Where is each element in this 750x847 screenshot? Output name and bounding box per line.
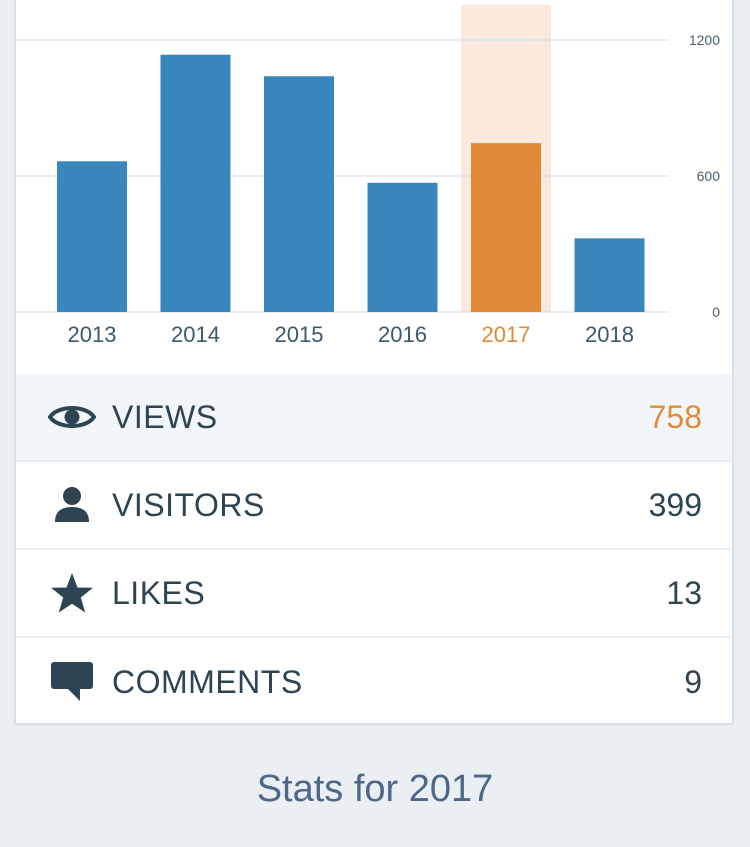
person-icon bbox=[46, 479, 98, 531]
stat-row-views[interactable]: VIEWS 758 bbox=[16, 374, 732, 462]
bar-chart-svg[interactable]: 0 600 1200 2013 2014 2015 2016 2017 2018 bbox=[16, 0, 732, 374]
x-tick-label-2018: 2018 bbox=[585, 322, 634, 347]
comments-value: 9 bbox=[684, 663, 702, 700]
stats-list: VIEWS 758 VISITORS 399 LIKES 13 bbox=[16, 374, 732, 726]
x-tick-label-2017: 2017 bbox=[482, 322, 531, 347]
x-tick-label-2014: 2014 bbox=[171, 322, 220, 347]
visitors-value: 399 bbox=[648, 486, 702, 523]
comments-label: COMMENTS bbox=[112, 663, 303, 700]
x-tick-label-2015: 2015 bbox=[275, 322, 324, 347]
stat-row-likes[interactable]: LIKES 13 bbox=[16, 550, 732, 638]
y-tick-label: 600 bbox=[697, 168, 721, 184]
bar-2016[interactable] bbox=[367, 182, 438, 312]
views-label: VIEWS bbox=[112, 398, 218, 435]
bar-chart[interactable]: 0 600 1200 2013 2014 2015 2016 2017 2018 bbox=[16, 0, 732, 374]
x-tick-label-2016: 2016 bbox=[378, 322, 427, 347]
bar-2013[interactable] bbox=[57, 161, 127, 312]
eye-icon bbox=[46, 391, 98, 443]
stat-row-visitors[interactable]: VISITORS 399 bbox=[16, 462, 732, 550]
bar-2014[interactable] bbox=[160, 54, 231, 312]
star-icon bbox=[46, 567, 98, 619]
bar-2018[interactable] bbox=[574, 238, 645, 312]
likes-label: LIKES bbox=[112, 574, 206, 611]
x-tick-label-2013: 2013 bbox=[68, 322, 117, 347]
visitors-label: VISITORS bbox=[112, 486, 265, 523]
y-tick-label: 0 bbox=[712, 304, 720, 320]
comment-icon bbox=[46, 656, 98, 708]
likes-value: 13 bbox=[666, 574, 702, 611]
bar-2017[interactable] bbox=[471, 143, 541, 312]
y-tick-label: 1200 bbox=[689, 32, 720, 48]
stats-card: 0 600 1200 2013 2014 2015 2016 2017 2018 VIEWS 7… bbox=[14, 0, 734, 725]
stats-period-title: Stats for 2017 bbox=[256, 768, 494, 810]
bar-2015[interactable] bbox=[264, 76, 334, 313]
stat-row-comments[interactable]: COMMENTS 9 bbox=[16, 638, 732, 726]
views-value: 758 bbox=[648, 398, 702, 435]
